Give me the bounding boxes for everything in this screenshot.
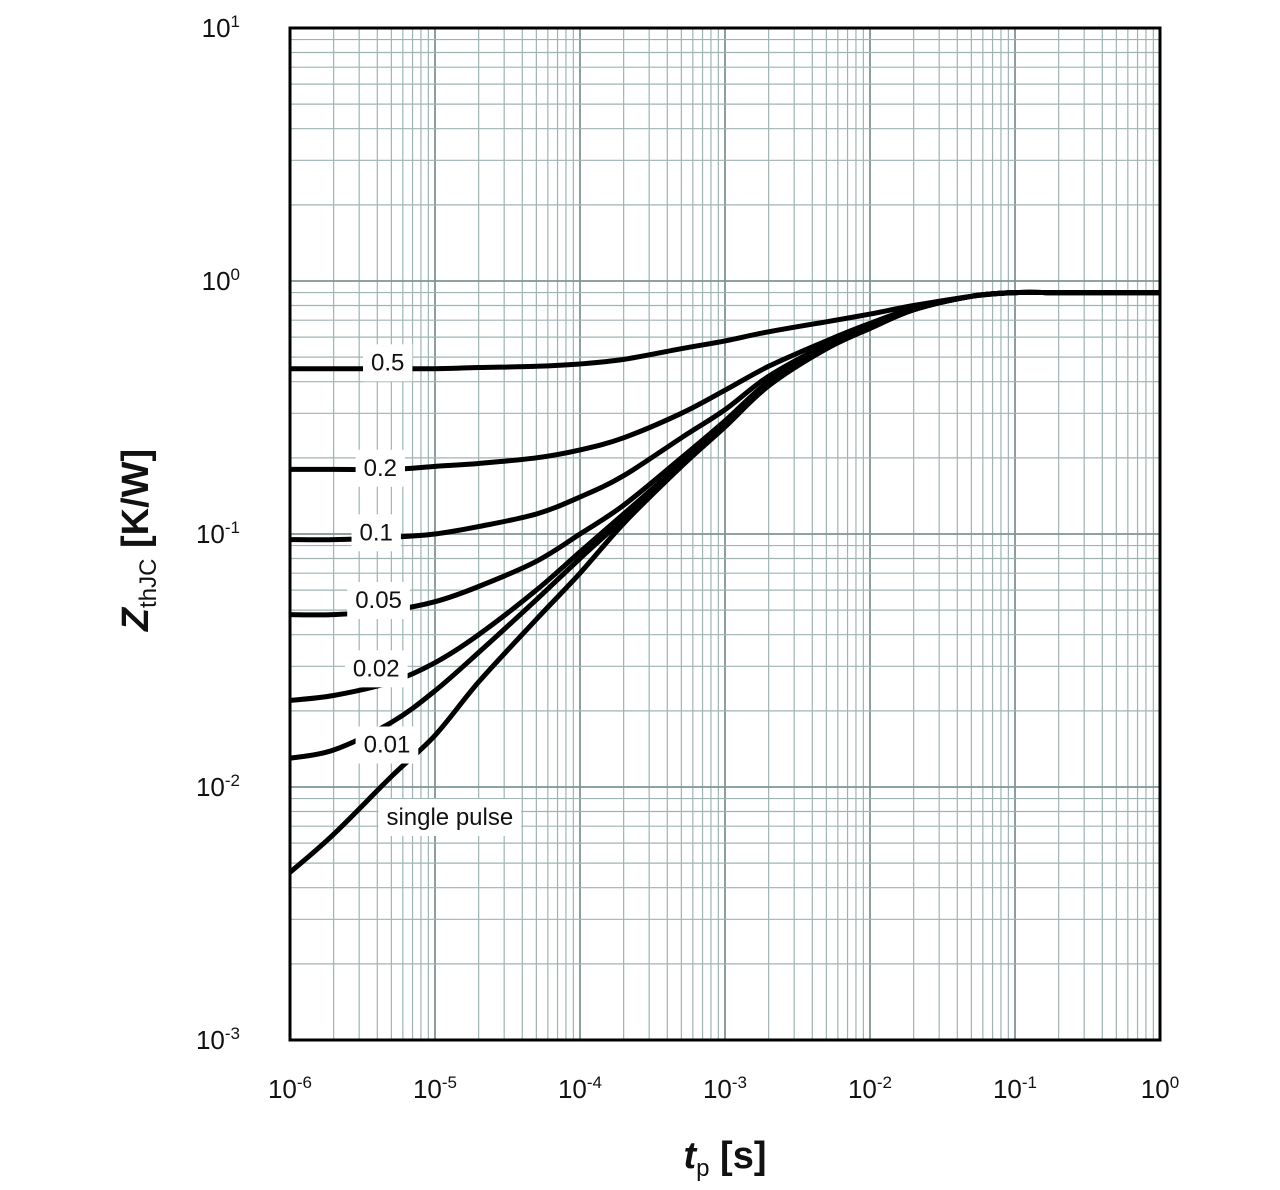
x-axis-title: tp [s] <box>683 1135 766 1182</box>
y-tick-label: 101 <box>202 12 240 43</box>
series-label-background <box>355 726 419 764</box>
x-tick-label: 10-1 <box>993 1073 1037 1104</box>
y-tick-label: 100 <box>202 265 240 296</box>
x-axis-title-unit: [s] <box>710 1135 767 1177</box>
x-tick-label: 10-2 <box>848 1073 892 1104</box>
series-label-background <box>363 344 413 382</box>
x-tick-label: 100 <box>1141 1073 1179 1104</box>
series-label-background <box>344 650 408 688</box>
y-axis-title-sub: thJC <box>135 559 162 608</box>
series-label-group: single pulse <box>378 798 522 836</box>
series-label-group: 0.5 <box>363 344 413 382</box>
y-axis-title-main: Z <box>115 606 157 632</box>
x-tick-label: 10-5 <box>413 1073 457 1104</box>
series-label-background <box>378 798 522 836</box>
series-label: single pulse <box>386 804 513 831</box>
y-tick-label: 10-2 <box>196 771 240 802</box>
x-tick-labels: 10-6 10-5 10-4 10-3 10-2 10-1 100 <box>268 1073 1179 1104</box>
x-tick-label: 10-3 <box>703 1073 747 1104</box>
y-axis-title: ZthJC [K/W] <box>115 449 162 632</box>
x-tick-label: 10-6 <box>268 1073 312 1104</box>
series-label-group: 0.2 <box>355 449 405 487</box>
series-line-single-pulse <box>288 289 1160 875</box>
series-label-background <box>351 514 401 552</box>
series-label-group: 0.05 <box>347 582 410 620</box>
y-tick-labels: 101 100 10-1 10-2 10-3 <box>196 12 240 1055</box>
series-label: 0.05 <box>355 587 402 614</box>
y-tick-label: 10-3 <box>196 1024 240 1055</box>
series-label-group: 0.02 <box>344 650 408 688</box>
y-tick-label: 10-1 <box>196 518 240 549</box>
series-label: 0.1 <box>360 519 393 546</box>
series-labels: 0.5 0.2 0.1 0.05 0.02 0.01 single pulse <box>344 344 522 836</box>
series-label-group: 0.1 <box>351 514 401 552</box>
series-label-background <box>347 582 410 620</box>
plot-frame <box>288 26 1162 1042</box>
series-label-group: 0.01 <box>355 726 419 764</box>
series-label: 0.01 <box>364 732 411 759</box>
y-axis-title-unit: [K/W] <box>115 449 157 559</box>
series-label: 0.5 <box>371 349 404 376</box>
series-label: 0.2 <box>364 455 397 482</box>
series-label: 0.02 <box>353 655 400 682</box>
x-tick-label: 10-4 <box>558 1073 602 1104</box>
series-layer <box>288 289 1160 875</box>
x-axis-title-main: t <box>683 1135 697 1177</box>
x-axis-title-sub: p <box>696 1155 709 1182</box>
series-label-background <box>355 449 405 487</box>
